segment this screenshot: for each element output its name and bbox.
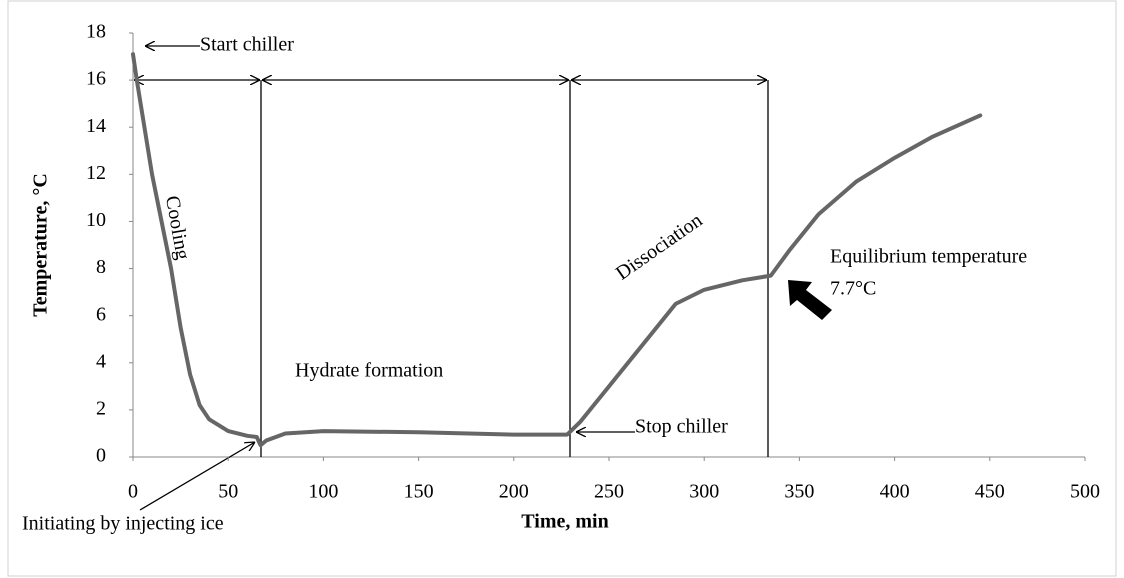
annotation: Hydrate formation [295, 360, 443, 382]
y-tick-label: 14 [86, 115, 106, 137]
y-tick-label: 10 [86, 209, 106, 231]
x-tick-label: 100 [308, 481, 338, 503]
y-tick-label: 18 [86, 21, 106, 43]
y-tick-label: 6 [96, 303, 106, 325]
frame [7, 0, 1117, 577]
y-tick-label: 0 [96, 445, 106, 467]
annotation: Stop chiller [635, 416, 728, 438]
y-tick-label: 16 [86, 68, 106, 90]
y-tick-label: 12 [86, 162, 106, 184]
annotation: Equilibrium temperature [830, 246, 1027, 268]
annotations: Start chiller Cooling Hydrate formation … [22, 34, 1027, 535]
y-tick-label: 4 [96, 350, 106, 372]
arrow [139, 442, 255, 511]
y-axis-title: Temperature, °C [30, 173, 52, 317]
x-tick-label: 500 [1070, 481, 1100, 503]
x-tick-label: 50 [218, 481, 238, 503]
x-tick-label: 250 [594, 481, 624, 503]
y-tick-label: 2 [96, 397, 106, 419]
x-tick-label: 350 [784, 481, 814, 503]
x-axis-title: Time, min [521, 511, 608, 533]
y-tick-label: 8 [96, 256, 106, 278]
bold-arrow [788, 280, 832, 320]
x-tick-label: 0 [128, 481, 138, 503]
x-tick-label: 150 [404, 481, 434, 503]
annotation: 7.7°C [830, 278, 876, 300]
data-line [131, 52, 983, 448]
annotation: Start chiller [200, 34, 294, 56]
x-tick-label: 450 [975, 481, 1005, 503]
annotation: Dissociation [612, 209, 707, 284]
x-tick-label: 300 [689, 481, 719, 503]
x-tick-label: 200 [499, 481, 529, 503]
x-tick-label: 400 [880, 481, 910, 503]
annotation: Initiating by injecting ice [22, 513, 224, 535]
